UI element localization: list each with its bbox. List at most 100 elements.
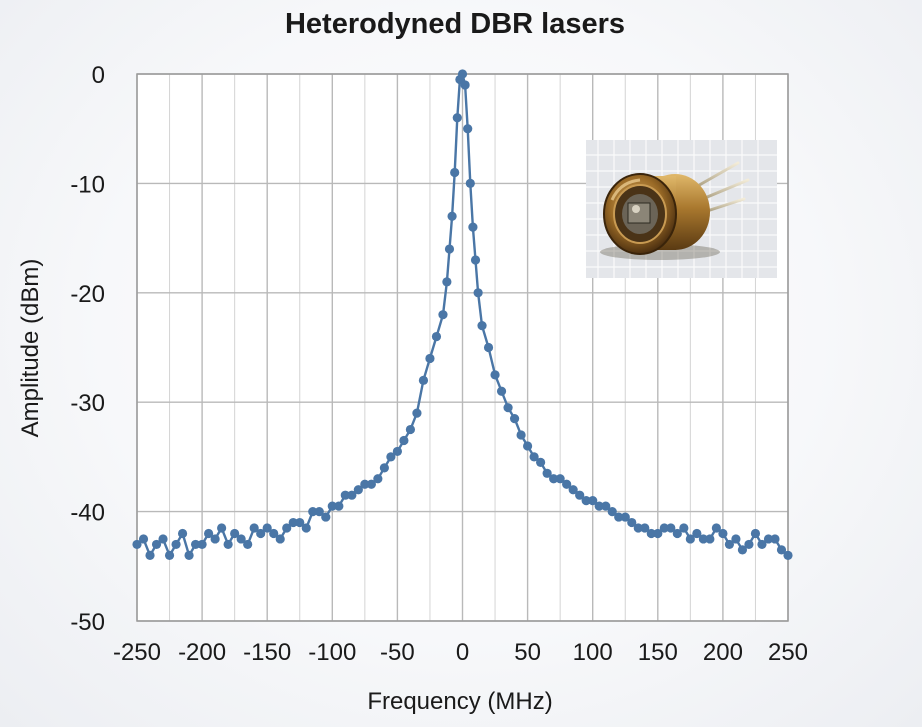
data-point: [672, 528, 682, 539]
data-point: [640, 523, 650, 533]
data-point: [145, 550, 155, 560]
data-point: [282, 523, 292, 533]
series-points: [132, 69, 793, 560]
data-point: [666, 523, 676, 533]
data-point: [496, 386, 507, 396]
data-point: [295, 517, 305, 528]
data-point: [366, 479, 376, 489]
data-point: [731, 534, 741, 544]
data-point: [516, 430, 526, 440]
y-tick-label: -20: [70, 281, 105, 308]
data-point: [581, 496, 591, 506]
data-point: [447, 211, 457, 221]
chart-title: Heterodyned DBR lasers: [285, 8, 625, 40]
data-point: [197, 539, 207, 550]
data-point: [503, 403, 513, 413]
data-point: [770, 534, 780, 544]
data-point: [783, 550, 793, 560]
data-point: [262, 523, 272, 533]
data-point: [705, 534, 715, 544]
y-tick-labels: 0 -10 -20 -30 -40 -50: [70, 62, 105, 636]
x-tick-label: 250: [768, 639, 808, 666]
data-point: [399, 435, 409, 446]
data-point: [243, 539, 253, 550]
to-can-laser-diode-photo: [586, 140, 777, 278]
data-point: [204, 528, 214, 539]
data-point: [418, 375, 429, 385]
data-point: [555, 474, 565, 484]
data-point: [314, 507, 324, 517]
data-point: [360, 479, 370, 489]
data-point: [509, 414, 520, 424]
data-point: [483, 342, 494, 353]
data-point: [724, 539, 735, 550]
data-point: [347, 490, 357, 500]
data-point: [463, 124, 473, 134]
data-point: [653, 528, 663, 539]
data-point: [431, 331, 442, 342]
data-point: [620, 512, 630, 522]
data-point: [438, 310, 448, 320]
data-point: [659, 523, 669, 533]
data-point: [425, 353, 435, 364]
data-point: [470, 255, 481, 265]
data-point: [588, 496, 598, 506]
x-tick-label: 150: [638, 639, 678, 666]
data-point: [460, 80, 470, 90]
data-point: [386, 452, 396, 462]
data-point: [132, 539, 142, 550]
data-point: [477, 321, 487, 331]
data-point: [158, 534, 168, 544]
data-point: [776, 545, 787, 555]
data-point: [184, 550, 194, 560]
data-point: [692, 528, 702, 539]
x-tick-label: -200: [178, 639, 226, 666]
data-point: [452, 113, 462, 123]
data-point: [405, 424, 416, 435]
x-tick-label: -50: [380, 639, 415, 666]
x-tick-label: -100: [308, 639, 356, 666]
y-tick-label: -50: [70, 609, 105, 636]
data-point: [190, 539, 201, 550]
data-point: [536, 457, 546, 467]
data-point: [210, 534, 220, 544]
data-point: [450, 167, 460, 178]
data-point: [442, 277, 452, 287]
data-point: [379, 463, 389, 473]
data-point: [698, 534, 708, 544]
data-point: [301, 523, 311, 533]
data-point: [737, 545, 748, 555]
data-point: [412, 408, 422, 418]
data-point: [444, 244, 455, 254]
y-tick-label: 0: [92, 62, 105, 89]
data-point: [490, 370, 500, 380]
x-tick-label: 200: [703, 639, 743, 666]
data-point: [256, 528, 266, 539]
data-point: [327, 501, 337, 511]
y-tick-label: -30: [70, 390, 105, 417]
data-point: [763, 534, 774, 544]
data-point: [340, 490, 350, 500]
data-point: [523, 441, 533, 451]
data-point: [679, 523, 689, 533]
data-point: [627, 517, 637, 528]
x-tick-label: 100: [573, 639, 613, 666]
x-tick-label: 0: [456, 639, 469, 666]
y-tick-label: -10: [70, 171, 105, 198]
data-point: [633, 523, 643, 533]
data-point: [549, 474, 559, 484]
y-axis-label: Amplitude (dBm): [17, 259, 44, 438]
data-point: [308, 507, 318, 517]
data-point: [594, 501, 604, 511]
data-point: [151, 539, 162, 550]
data-point: [757, 539, 767, 550]
data-point: [275, 534, 285, 544]
data-point: [171, 539, 181, 550]
data-point: [177, 528, 188, 539]
data-point: [529, 452, 539, 462]
data-point: [164, 550, 175, 560]
data-point: [457, 69, 468, 79]
data-point: [473, 288, 483, 298]
